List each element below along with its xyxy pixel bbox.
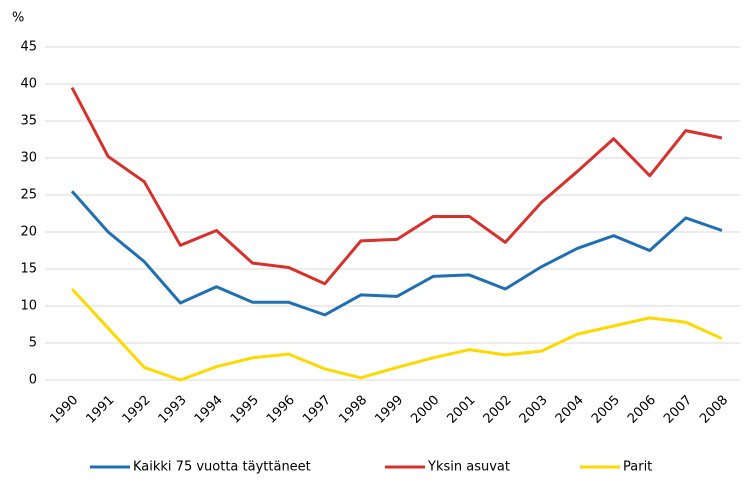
x-tick-label: 2006	[625, 393, 659, 427]
y-tick-label: 30	[20, 151, 37, 166]
y-tick-label: 5	[29, 336, 37, 351]
x-tick-label: 2008	[697, 393, 731, 427]
y-tick-label: 10	[20, 299, 37, 314]
x-tick-label: 1990	[47, 393, 81, 427]
x-tick-label: 1997	[300, 393, 334, 427]
x-tick-label: 1999	[372, 393, 406, 427]
y-tick-label: 40	[20, 77, 37, 92]
legend-label: Parit	[623, 460, 652, 475]
x-tick-label: 1996	[264, 393, 298, 427]
x-tick-label: 1993	[156, 393, 190, 427]
line-series	[70, 287, 723, 382]
line-series	[70, 190, 723, 317]
y-tick-label: 20	[20, 225, 37, 240]
legend-label: Kaikki 75 vuotta täyttäneet	[133, 460, 311, 475]
x-tick-label: 2001	[445, 393, 479, 427]
legend-label: Yksin asuvat	[427, 460, 510, 475]
x-tick-label: 1998	[336, 393, 370, 427]
x-tick-label: 2002	[481, 393, 515, 427]
x-tick-label: 2003	[517, 393, 551, 427]
y-tick-label: 0	[29, 373, 37, 388]
y-tick-label: 15	[20, 262, 37, 277]
y-tick-label: 45	[20, 40, 37, 55]
x-tick-label: 2000	[408, 393, 442, 427]
y-tick-label: 35	[20, 114, 37, 129]
x-tick-label: 1994	[192, 393, 226, 427]
x-tick-label: 2005	[589, 393, 623, 427]
x-tick-label: 1995	[228, 393, 262, 427]
y-tick-label: 25	[20, 188, 37, 203]
x-tick-label: 1992	[120, 393, 154, 427]
x-tick-label: 1991	[83, 393, 117, 427]
x-tick-label: 2007	[661, 393, 695, 427]
x-tick-label: 2004	[553, 393, 587, 427]
line-series	[70, 87, 723, 286]
y-unit: %	[12, 11, 24, 26]
